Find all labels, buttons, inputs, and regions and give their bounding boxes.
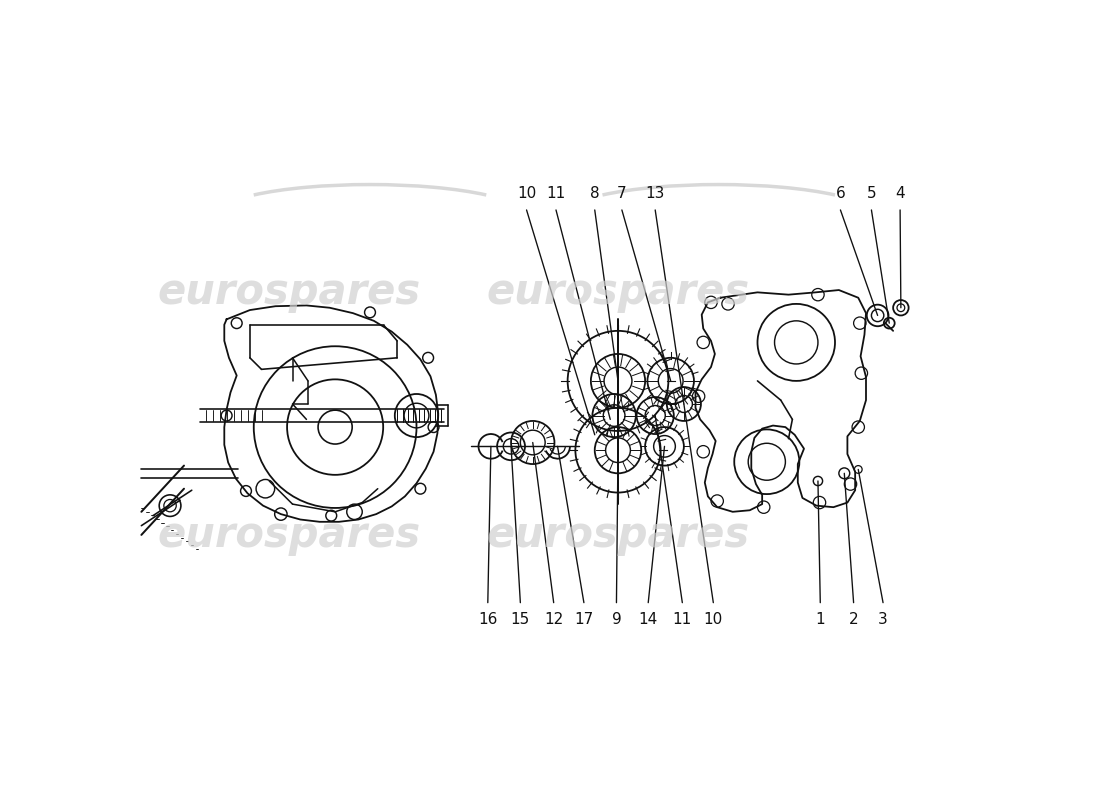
Text: eurospares: eurospares (157, 514, 420, 556)
Text: 11: 11 (547, 186, 565, 201)
Text: 13: 13 (646, 186, 664, 201)
Text: 8: 8 (590, 186, 600, 201)
Text: 10: 10 (517, 186, 536, 201)
Text: 11: 11 (673, 612, 692, 627)
Text: 17: 17 (574, 612, 594, 627)
Text: 10: 10 (704, 612, 723, 627)
Text: 12: 12 (544, 612, 563, 627)
Text: 3: 3 (878, 612, 888, 627)
Text: 6: 6 (836, 186, 845, 201)
Text: 4: 4 (895, 186, 905, 201)
Text: 14: 14 (639, 612, 658, 627)
Text: eurospares: eurospares (157, 271, 420, 314)
Text: 5: 5 (867, 186, 877, 201)
Text: 9: 9 (612, 612, 621, 627)
Text: eurospares: eurospares (486, 271, 749, 314)
Text: 16: 16 (478, 612, 497, 627)
Text: eurospares: eurospares (486, 514, 749, 556)
Text: 2: 2 (849, 612, 858, 627)
Text: 7: 7 (617, 186, 627, 201)
Text: 1: 1 (815, 612, 825, 627)
Text: 15: 15 (510, 612, 530, 627)
